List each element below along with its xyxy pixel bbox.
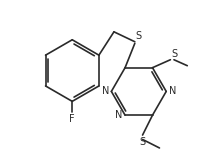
Text: N: N bbox=[169, 86, 176, 96]
Text: S: S bbox=[171, 49, 177, 59]
Text: N: N bbox=[115, 110, 123, 120]
Text: S: S bbox=[136, 31, 142, 41]
Text: S: S bbox=[140, 137, 146, 147]
Text: N: N bbox=[102, 86, 109, 96]
Text: F: F bbox=[69, 114, 75, 124]
